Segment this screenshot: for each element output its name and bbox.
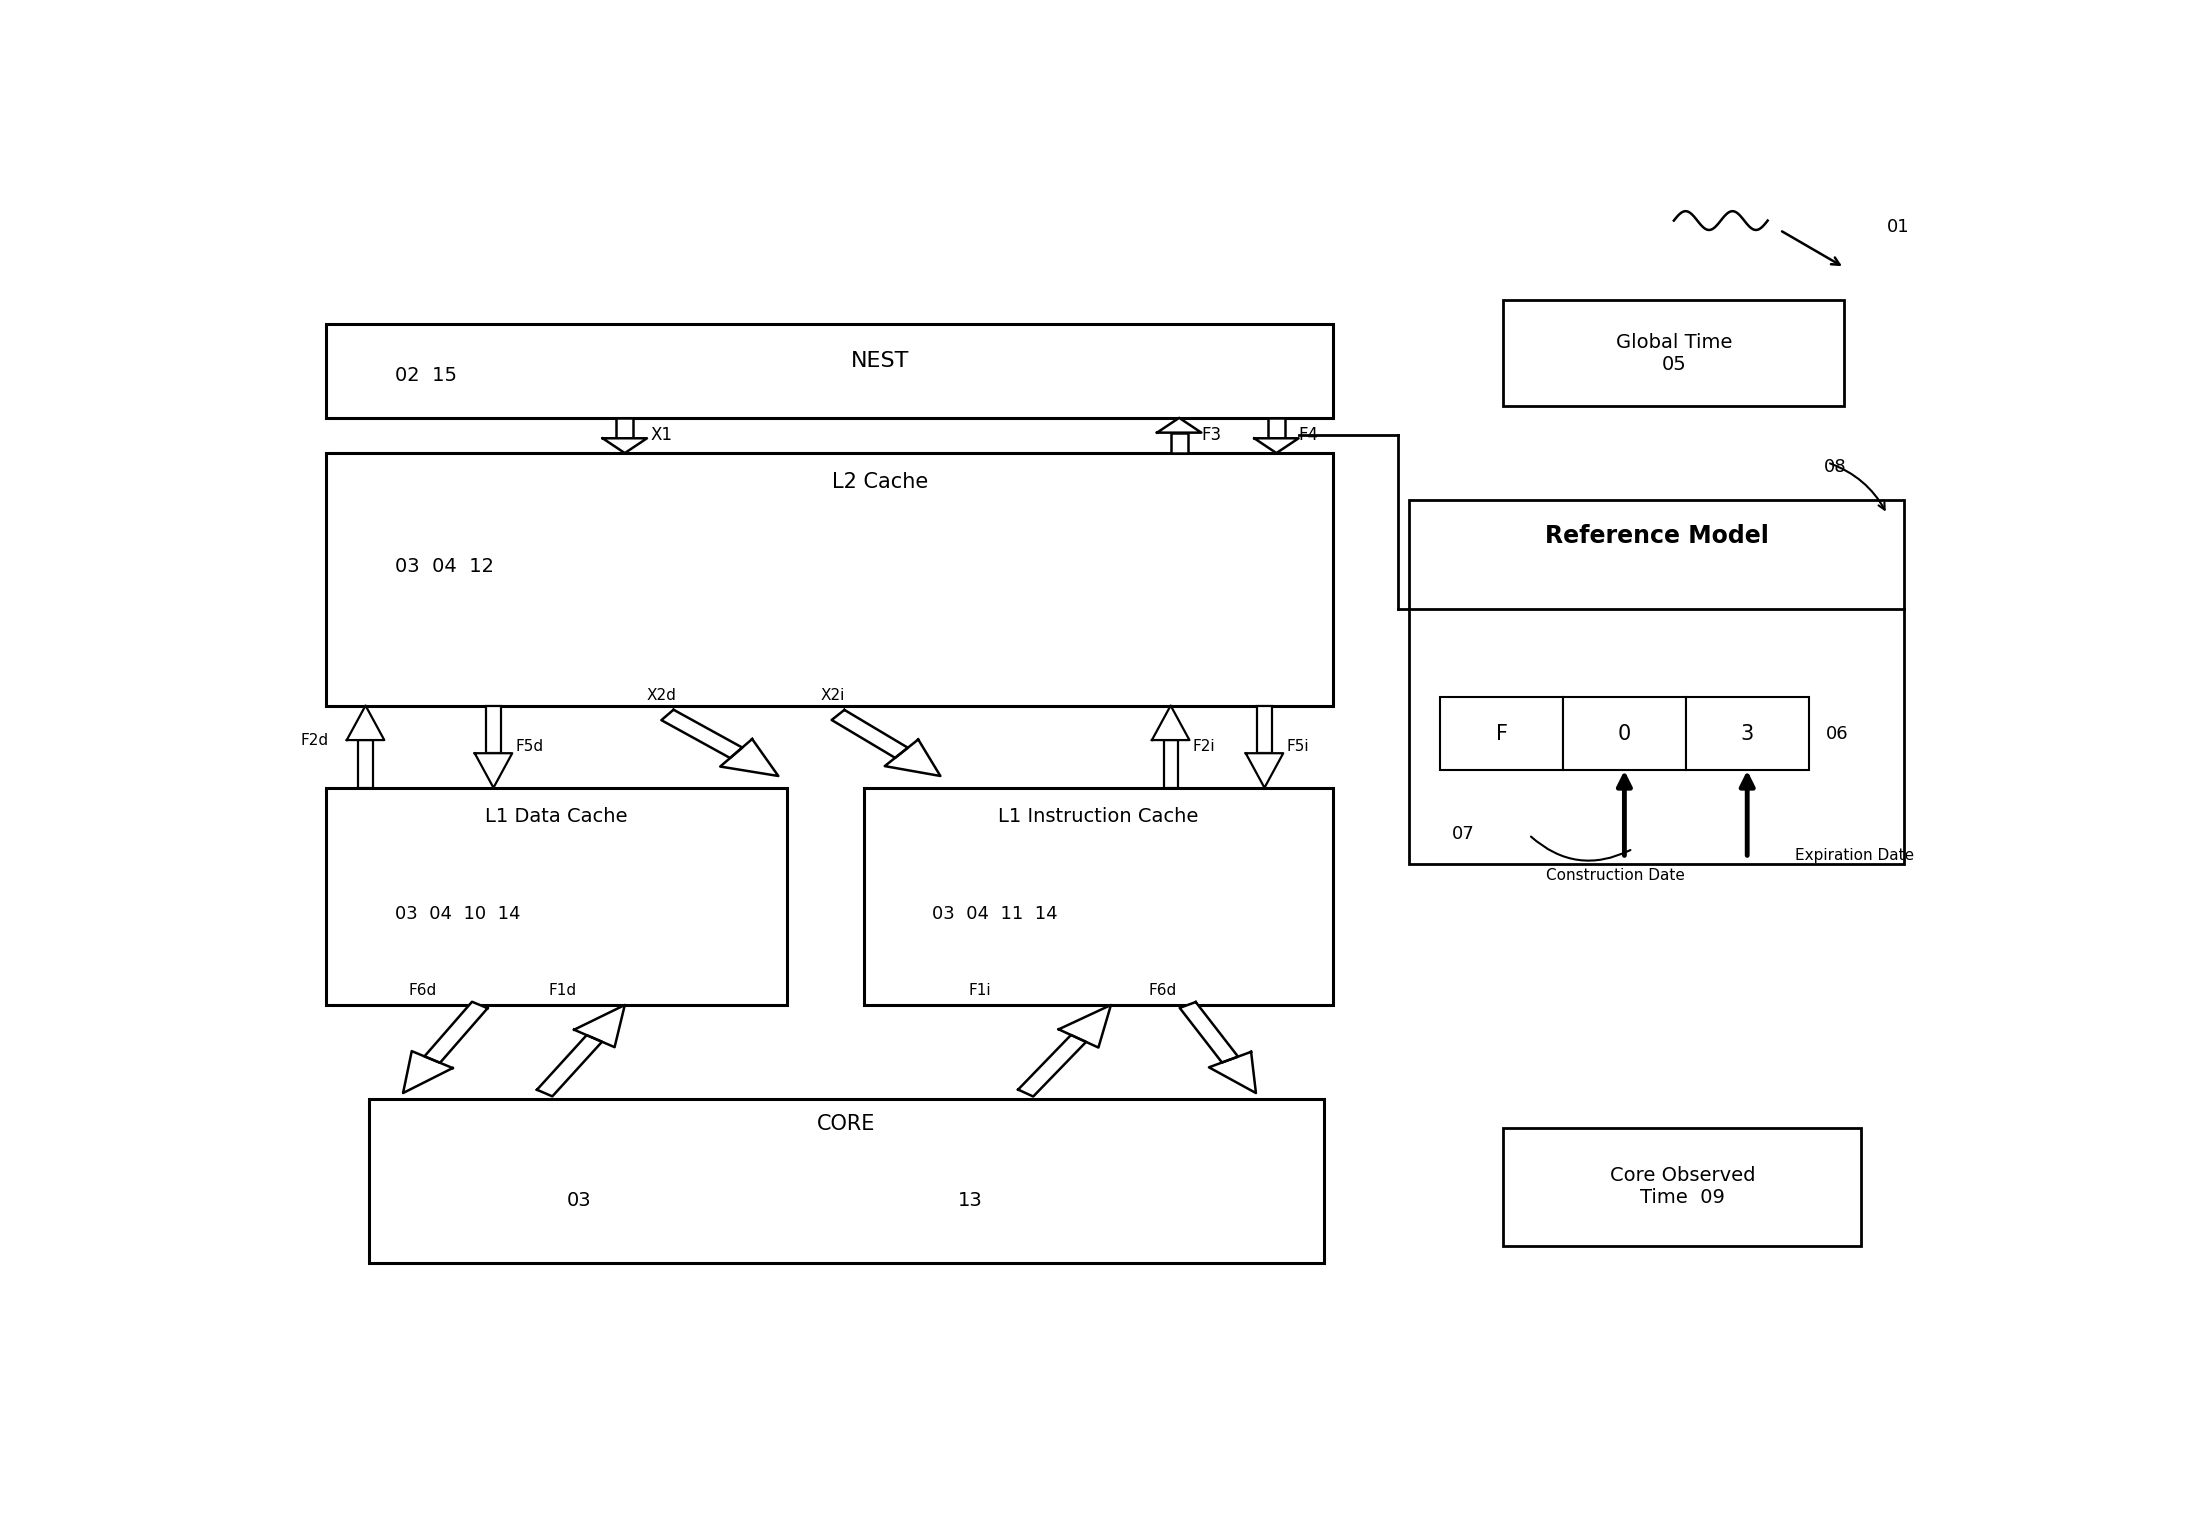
Text: F2d: F2d xyxy=(302,734,328,749)
Polygon shape xyxy=(1019,1035,1085,1096)
Polygon shape xyxy=(832,709,907,758)
Text: F5d: F5d xyxy=(515,740,544,755)
Polygon shape xyxy=(537,1035,603,1096)
Text: 0: 0 xyxy=(1618,724,1631,744)
Bar xyxy=(326,788,788,1005)
Text: L1 Instruction Cache: L1 Instruction Cache xyxy=(997,807,1197,825)
Polygon shape xyxy=(885,740,940,776)
Polygon shape xyxy=(1151,706,1189,740)
Polygon shape xyxy=(603,438,647,453)
Text: 03  04  12: 03 04 12 xyxy=(394,557,493,576)
Text: Reference Model: Reference Model xyxy=(1545,523,1770,547)
Text: Global Time
05: Global Time 05 xyxy=(1616,332,1732,374)
Polygon shape xyxy=(425,1002,489,1063)
Text: 03  04  10  14: 03 04 10 14 xyxy=(394,904,519,923)
Text: 07: 07 xyxy=(1453,825,1475,843)
Text: Core Observed
Time  09: Core Observed Time 09 xyxy=(1609,1167,1754,1208)
Polygon shape xyxy=(1208,1052,1257,1093)
Text: Expiration Date: Expiration Date xyxy=(1796,848,1915,863)
Text: F2i: F2i xyxy=(1193,740,1215,755)
Bar xyxy=(1409,500,1904,865)
Bar xyxy=(863,788,1334,1005)
Text: F1d: F1d xyxy=(548,984,577,997)
Text: 06: 06 xyxy=(1825,724,1849,743)
Text: F4: F4 xyxy=(1299,427,1318,444)
Text: F1i: F1i xyxy=(968,984,990,997)
Bar xyxy=(1503,300,1844,406)
Text: F3: F3 xyxy=(1202,427,1222,444)
Text: NEST: NEST xyxy=(850,351,909,372)
Text: F6d: F6d xyxy=(1149,984,1178,997)
Bar xyxy=(486,706,500,753)
Polygon shape xyxy=(475,753,513,788)
Text: F6d: F6d xyxy=(407,984,436,997)
Text: F5i: F5i xyxy=(1288,740,1310,755)
Bar xyxy=(1563,697,1686,770)
Bar xyxy=(1164,740,1178,788)
Text: L1 Data Cache: L1 Data Cache xyxy=(486,807,627,825)
Bar xyxy=(1268,418,1285,438)
Text: Construction Date: Construction Date xyxy=(1547,868,1686,883)
Polygon shape xyxy=(660,709,742,758)
Polygon shape xyxy=(1158,418,1202,433)
Text: 02  15: 02 15 xyxy=(394,366,456,386)
Text: X2d: X2d xyxy=(647,688,678,703)
FancyArrowPatch shape xyxy=(1532,837,1631,860)
Bar xyxy=(326,323,1334,418)
Bar xyxy=(1171,433,1189,453)
Bar xyxy=(370,1100,1325,1263)
Bar xyxy=(326,453,1334,706)
Text: 01: 01 xyxy=(1886,218,1910,236)
Polygon shape xyxy=(403,1051,453,1093)
Polygon shape xyxy=(1255,438,1299,453)
Text: CORE: CORE xyxy=(817,1115,876,1135)
Bar xyxy=(1257,706,1272,753)
Text: 08: 08 xyxy=(1825,458,1847,476)
Text: L2 Cache: L2 Cache xyxy=(832,471,929,493)
Polygon shape xyxy=(348,706,385,740)
Polygon shape xyxy=(1059,1005,1112,1048)
FancyArrowPatch shape xyxy=(1829,464,1884,509)
Bar xyxy=(359,740,372,788)
Bar xyxy=(1503,1128,1862,1246)
Text: 03  04  11  14: 03 04 11 14 xyxy=(931,904,1056,923)
Text: X1: X1 xyxy=(651,427,671,444)
Bar xyxy=(1686,697,1809,770)
Polygon shape xyxy=(574,1005,625,1048)
Text: 13: 13 xyxy=(957,1191,984,1211)
Text: 3: 3 xyxy=(1741,724,1754,744)
Text: 03: 03 xyxy=(568,1191,592,1211)
Text: X2i: X2i xyxy=(821,688,845,703)
Text: F: F xyxy=(1494,724,1508,744)
Polygon shape xyxy=(1180,1002,1237,1063)
Polygon shape xyxy=(720,740,779,776)
Bar xyxy=(1439,697,1563,770)
Polygon shape xyxy=(1246,753,1283,788)
Bar xyxy=(616,418,634,438)
